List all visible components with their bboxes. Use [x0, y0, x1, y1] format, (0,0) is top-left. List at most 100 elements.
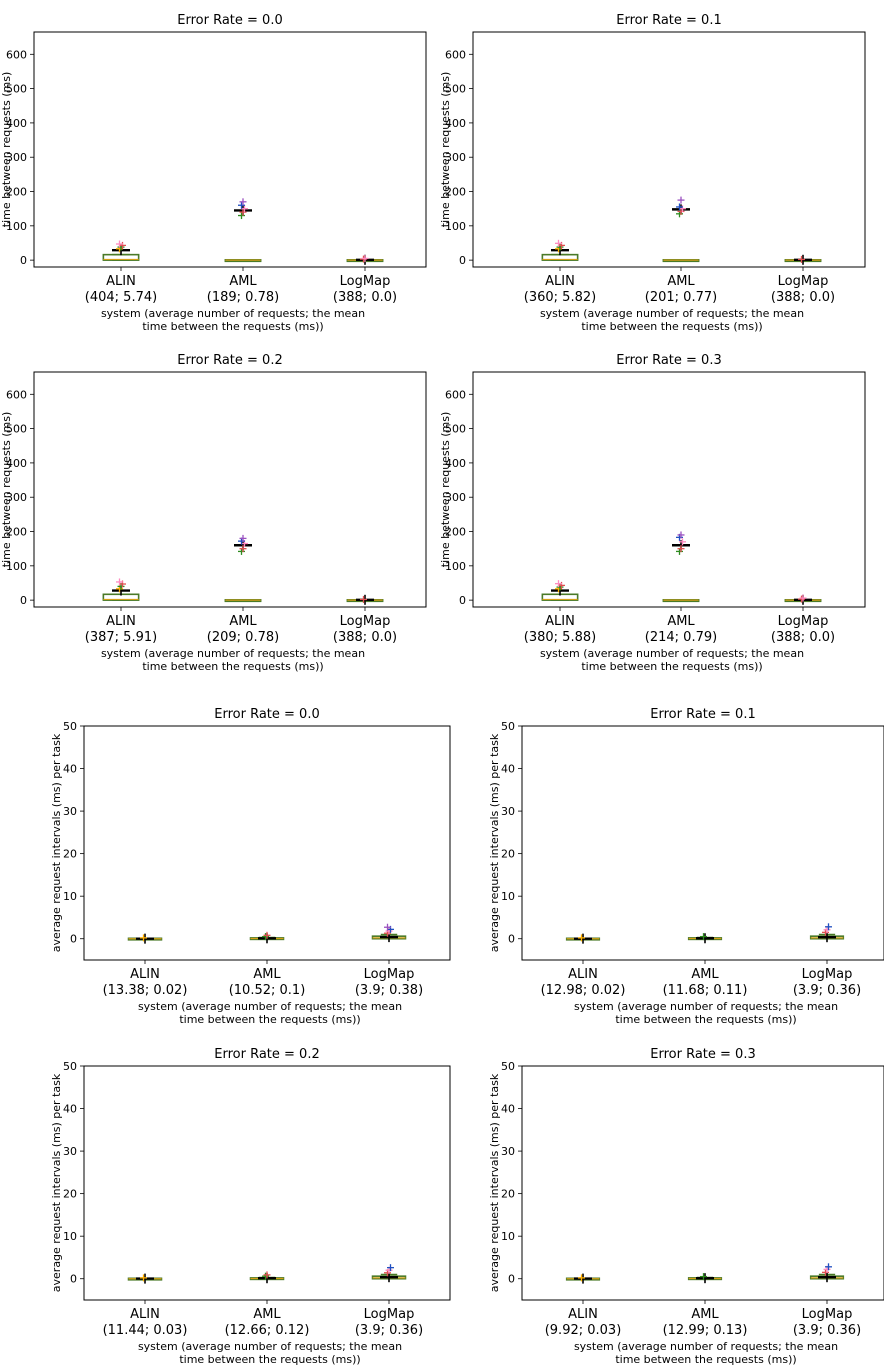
y-tick-label: 300 [445, 491, 466, 504]
x-category-label: LogMap [340, 614, 391, 629]
x-axis-label: system (average number of requests; the … [138, 1000, 402, 1013]
y-tick-label: 40 [63, 1103, 77, 1116]
y-tick-label: 200 [445, 186, 466, 199]
x-category-label: ALIN [130, 1307, 160, 1322]
chart-title: Error Rate = 0.0 [214, 707, 319, 722]
x-category-stats: (3.9; 0.38) [355, 983, 423, 998]
box-logmap [784, 254, 822, 265]
x-category-label: AML [229, 274, 257, 289]
chart-panel-0: Error Rate = 0.0 0 100 200 300 400 500 600 time … [0, 13, 427, 333]
x-category-stats: (388; 0.0) [771, 290, 835, 305]
box-aml [249, 931, 285, 944]
y-tick-label: 600 [445, 48, 466, 61]
y-tick-label: 600 [6, 48, 27, 61]
x-category-label: AML [253, 1307, 281, 1322]
x-axis-label: system (average number of requests; the … [138, 1340, 402, 1353]
box-logmap [809, 923, 845, 943]
y-tick-label: 10 [63, 1230, 77, 1243]
box-alin [127, 933, 163, 944]
x-category-label: ALIN [568, 1307, 598, 1322]
x-axis-label: system (average number of requests; the … [101, 307, 365, 320]
y-axis-label: time between requests (ms) [0, 72, 13, 227]
y-tick-label: 0 [20, 254, 27, 267]
y-tick-label: 400 [6, 457, 27, 470]
x-category-label: AML [667, 274, 695, 289]
x-category-label: LogMap [340, 274, 391, 289]
y-tick-label: 400 [6, 117, 27, 130]
y-tick-label: 300 [445, 151, 466, 164]
y-tick-label: 50 [63, 720, 77, 733]
chart-panel-2: Error Rate = 0.2 0 100 200 300 400 500 600 time … [0, 353, 427, 673]
x-category-label: AML [667, 614, 695, 629]
x-category-stats: (388; 0.0) [771, 630, 835, 645]
y-axis-label: average request intervals (ms) per task [50, 733, 63, 952]
x-axis-label: time between the requests (ms)) [179, 1013, 360, 1026]
y-tick-label: 100 [6, 220, 27, 233]
x-category-label: AML [691, 1307, 719, 1322]
x-category-stats: (209; 0.78) [207, 630, 279, 645]
x-category-stats: (3.9; 0.36) [793, 1323, 861, 1338]
x-category-stats: (360; 5.82) [524, 290, 596, 305]
y-tick-label: 100 [445, 560, 466, 573]
x-category-label: LogMap [802, 1307, 853, 1322]
y-tick-label: 40 [501, 763, 515, 776]
x-category-label: AML [253, 967, 281, 982]
plot-frame [33, 371, 427, 608]
x-category-label: ALIN [106, 274, 136, 289]
box-alin [127, 1273, 163, 1284]
plot-frame [472, 371, 866, 608]
y-tick-label: 0 [459, 254, 466, 267]
x-category-stats: (189; 0.78) [207, 290, 279, 305]
y-tick-label: 200 [6, 526, 27, 539]
y-tick-label: 500 [6, 423, 27, 436]
x-category-stats: (387; 5.91) [85, 630, 157, 645]
y-tick-label: 20 [63, 848, 77, 861]
box-logmap [809, 1263, 845, 1283]
box-logmap [784, 594, 822, 605]
y-tick-label: 50 [63, 1060, 77, 1073]
y-tick-label: 400 [445, 457, 466, 470]
x-axis-label: time between the requests (ms)) [615, 1013, 796, 1026]
chart-title: Error Rate = 0.0 [177, 13, 282, 28]
x-category-stats: (12.99; 0.13) [663, 1323, 748, 1338]
y-axis-label: average request intervals (ms) per task [50, 1073, 63, 1292]
x-axis-label: time between the requests (ms)) [615, 1353, 796, 1366]
y-tick-label: 600 [6, 388, 27, 401]
chart-panel-3: Error Rate = 0.3 0 100 200 300 400 500 600 time … [439, 353, 866, 673]
y-axis-label: time between requests (ms) [439, 412, 452, 567]
x-category-label: ALIN [106, 614, 136, 629]
x-axis-label: system (average number of requests; the … [101, 647, 365, 660]
x-axis-label: system (average number of requests; the … [540, 307, 804, 320]
x-category-label: LogMap [802, 967, 853, 982]
plot-frame [83, 725, 451, 961]
plot-frame [83, 1065, 451, 1301]
y-tick-label: 0 [508, 1273, 515, 1286]
y-tick-label: 20 [501, 1188, 515, 1201]
chart-title: Error Rate = 0.1 [650, 707, 755, 722]
y-tick-label: 30 [501, 1145, 515, 1158]
y-tick-label: 0 [459, 594, 466, 607]
x-category-stats: (12.66; 0.12) [225, 1323, 310, 1338]
plot-frame [521, 1065, 884, 1301]
y-tick-label: 600 [445, 388, 466, 401]
y-tick-label: 100 [6, 560, 27, 573]
y-tick-label: 500 [445, 423, 466, 436]
x-category-label: ALIN [568, 967, 598, 982]
y-tick-label: 30 [63, 1145, 77, 1158]
x-category-stats: (11.68; 0.11) [663, 983, 748, 998]
y-tick-label: 20 [63, 1188, 77, 1201]
box-aml [687, 933, 723, 944]
x-category-label: LogMap [364, 1307, 415, 1322]
y-tick-label: 40 [501, 1103, 515, 1116]
x-category-stats: (404; 5.74) [85, 290, 157, 305]
x-category-label: ALIN [545, 614, 575, 629]
box-logmap [346, 594, 384, 605]
x-axis-label: time between the requests (ms)) [142, 660, 323, 673]
chart-title: Error Rate = 0.3 [650, 1047, 755, 1062]
x-axis-label: time between the requests (ms)) [581, 320, 762, 333]
x-category-stats: (388; 0.0) [333, 290, 397, 305]
box-alin [102, 578, 140, 601]
